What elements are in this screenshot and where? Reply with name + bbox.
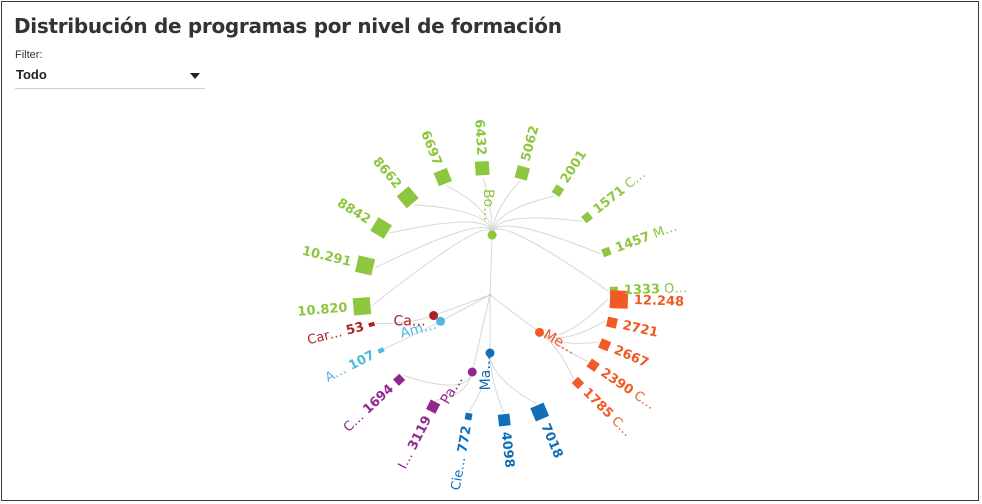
tree-link-green: [489, 235, 493, 296]
leaf-mark[interactable]: [464, 412, 473, 421]
leaf-label: I… 3119: [395, 413, 434, 471]
leaf-mark[interactable]: [354, 255, 376, 276]
leaf-value-label: 1333: [624, 282, 661, 298]
leaf-value-label: 10.291: [301, 243, 353, 269]
leaf-value-label: 12.248: [634, 293, 685, 310]
group-node-orange[interactable]: [535, 327, 545, 337]
leaf-label: 7018: [538, 421, 566, 460]
tree-link-orange: [489, 294, 540, 333]
leaf-value-label: 107: [342, 348, 377, 376]
leaf-label: 1457 M…: [613, 219, 679, 255]
leaf-mark[interactable]: [377, 347, 385, 354]
leaf-value-label: 2667: [612, 342, 651, 370]
leaf-name-label: I…: [395, 450, 416, 472]
leaf-mark[interactable]: [530, 402, 550, 422]
leaf-value-label: 4098: [498, 431, 517, 469]
leaf-mark[interactable]: [605, 316, 618, 329]
leaf-label: 10.291: [301, 243, 353, 269]
leaf-name-label: Car…: [306, 325, 344, 348]
leaf-value-label: 6697: [418, 129, 445, 168]
leaf-mark[interactable]: [352, 296, 372, 316]
group-node-blue[interactable]: [485, 348, 495, 358]
leaf-value-label: 8662: [370, 154, 405, 191]
tree-link-cyan: [440, 294, 491, 322]
tree-link-leaf: [489, 352, 537, 405]
leaf-value-label: 10.820: [297, 300, 348, 319]
leaf-label: 12.248: [634, 293, 685, 310]
filter-selected-value: Todo: [16, 67, 47, 82]
tree-link-leaf: [374, 227, 493, 269]
group-label: Ca…: [393, 314, 425, 330]
leaf-name-label: C…: [628, 385, 658, 412]
group-node-purple[interactable]: [467, 367, 477, 377]
leaf-mark[interactable]: [514, 165, 530, 181]
leaf-mark[interactable]: [598, 338, 612, 352]
leaf-mark[interactable]: [474, 160, 490, 176]
leaf-mark[interactable]: [368, 321, 376, 328]
tree-link-leaf: [372, 229, 493, 306]
leaf-value-label: 6432: [472, 119, 489, 156]
filter-dropdown[interactable]: Todo: [15, 64, 205, 89]
leaf-value-label: 2721: [621, 318, 660, 341]
leaf-mark[interactable]: [497, 413, 511, 427]
leaf-name-label: Cie…: [448, 456, 469, 492]
group-label: Ma…: [478, 356, 494, 391]
leaf-label: 1333 O…: [624, 281, 688, 298]
leaf-label: 1571 C…: [590, 166, 648, 217]
leaf-label: 2001: [557, 147, 589, 186]
leaf-label: 2667: [612, 342, 651, 370]
root-node: [488, 293, 492, 297]
leaf-label: 6432: [472, 119, 489, 156]
leaf-value-label: 5062: [518, 124, 542, 163]
leaf-mark[interactable]: [581, 211, 593, 224]
leaf-label: C… 1694: [341, 381, 397, 435]
tree-link-leaf: [389, 221, 493, 236]
leaf-value-label: 1457: [613, 229, 652, 256]
group-node-cyan[interactable]: [436, 316, 446, 326]
tree-link-purple: [471, 294, 491, 373]
chevron-down-icon[interactable]: [190, 73, 200, 79]
group-node-red[interactable]: [429, 311, 439, 321]
leaf-name-label: O…: [660, 281, 688, 297]
leaf-mark[interactable]: [601, 246, 612, 258]
leaf-name-label: M…: [647, 219, 679, 243]
page-title: Distribución de programas por nivel de f…: [14, 14, 562, 38]
leaf-mark[interactable]: [426, 399, 441, 414]
leaf-mark[interactable]: [586, 358, 600, 372]
leaf-value-label: 8842: [335, 195, 374, 227]
leaf-mark[interactable]: [551, 184, 565, 197]
group-node-green[interactable]: [487, 230, 497, 240]
leaf-mark[interactable]: [433, 167, 452, 187]
leaf-label: 2721: [621, 318, 660, 341]
leaf-label: 10.820: [297, 300, 348, 319]
leaf-label: Car… 53: [306, 319, 366, 348]
tree-link-leaf: [491, 228, 609, 292]
leaf-value-label: 2001: [557, 147, 589, 186]
tree-link-leaf: [403, 371, 473, 386]
tree-link-red: [433, 294, 491, 316]
leaf-mark[interactable]: [370, 217, 392, 239]
leaf-value-label: 3119: [403, 413, 435, 456]
leaf-label: 6697: [418, 129, 445, 168]
leaf-mark[interactable]: [609, 290, 629, 309]
leaf-mark[interactable]: [396, 186, 419, 209]
leaf-value-label: 772: [454, 424, 474, 458]
filter-label: Filter:: [15, 49, 43, 61]
leaf-value-label: 1694: [357, 381, 397, 420]
leaf-label: 8662: [370, 154, 405, 191]
leaf-mark[interactable]: [571, 376, 585, 390]
leaf-label: A… 107: [323, 348, 378, 386]
leaf-label: 5062: [518, 124, 542, 163]
leaf-value-label: 7018: [538, 421, 566, 460]
leaf-label: 4098: [498, 431, 517, 469]
leaf-mark[interactable]: [393, 373, 406, 386]
group-label: Bo…: [480, 189, 496, 221]
leaf-label: Cie… 772: [448, 424, 474, 491]
tree-nodes: [429, 230, 545, 377]
leaf-value-label: 53: [340, 319, 366, 339]
leaf-label: 8842: [335, 195, 374, 227]
leaf-marks: [352, 160, 629, 427]
